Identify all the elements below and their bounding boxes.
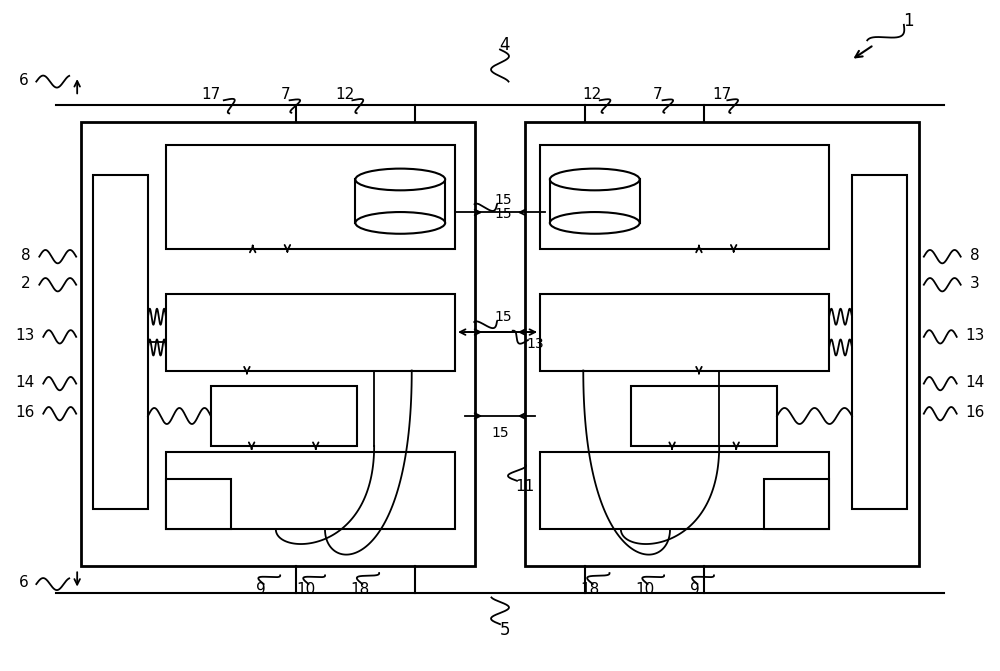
Text: 15: 15 [494, 311, 512, 324]
Text: 7: 7 [281, 87, 290, 103]
Text: 9: 9 [690, 582, 699, 597]
Text: 18: 18 [351, 582, 370, 597]
Text: 8: 8 [21, 248, 30, 263]
Bar [540, 452, 829, 529]
Bar [81, 121, 475, 566]
Text: 1: 1 [904, 13, 914, 30]
Bar [852, 175, 907, 509]
Text: 14: 14 [965, 375, 984, 390]
Text: 13: 13 [526, 337, 544, 351]
Bar [166, 479, 231, 529]
Bar [540, 294, 829, 370]
Text: 17: 17 [713, 87, 732, 103]
Text: 10: 10 [296, 582, 315, 597]
Text: 12: 12 [582, 87, 601, 103]
Text: 8: 8 [970, 248, 979, 263]
Text: 16: 16 [16, 405, 35, 420]
Text: 3: 3 [970, 276, 980, 291]
Text: 13: 13 [965, 328, 984, 343]
Bar [166, 452, 455, 529]
Bar [355, 179, 445, 223]
Text: 15: 15 [491, 425, 509, 440]
Bar [166, 294, 455, 370]
Text: 7: 7 [653, 87, 662, 103]
Bar [166, 145, 455, 249]
Text: 17: 17 [201, 87, 220, 103]
Bar [764, 479, 829, 529]
Text: 12: 12 [336, 87, 355, 103]
Text: 13: 13 [16, 328, 35, 343]
Bar [211, 386, 357, 446]
Text: 9: 9 [256, 582, 266, 597]
Bar [631, 386, 777, 446]
Text: 18: 18 [580, 582, 599, 597]
Text: 6: 6 [18, 72, 28, 88]
Text: 10: 10 [635, 582, 654, 597]
Bar [550, 179, 640, 223]
Text: 15: 15 [494, 193, 512, 207]
Bar [525, 121, 919, 566]
Ellipse shape [550, 168, 640, 191]
Text: 2: 2 [21, 276, 30, 291]
Text: 11: 11 [515, 478, 535, 494]
Text: 4: 4 [500, 36, 510, 54]
Text: 14: 14 [16, 375, 35, 390]
Text: 16: 16 [965, 405, 984, 420]
Ellipse shape [355, 212, 445, 234]
Bar [93, 175, 148, 509]
Text: 6: 6 [18, 575, 28, 590]
Bar [540, 145, 829, 249]
Text: 5: 5 [500, 621, 510, 639]
Text: 15: 15 [494, 207, 512, 221]
Ellipse shape [550, 212, 640, 234]
Ellipse shape [355, 168, 445, 191]
